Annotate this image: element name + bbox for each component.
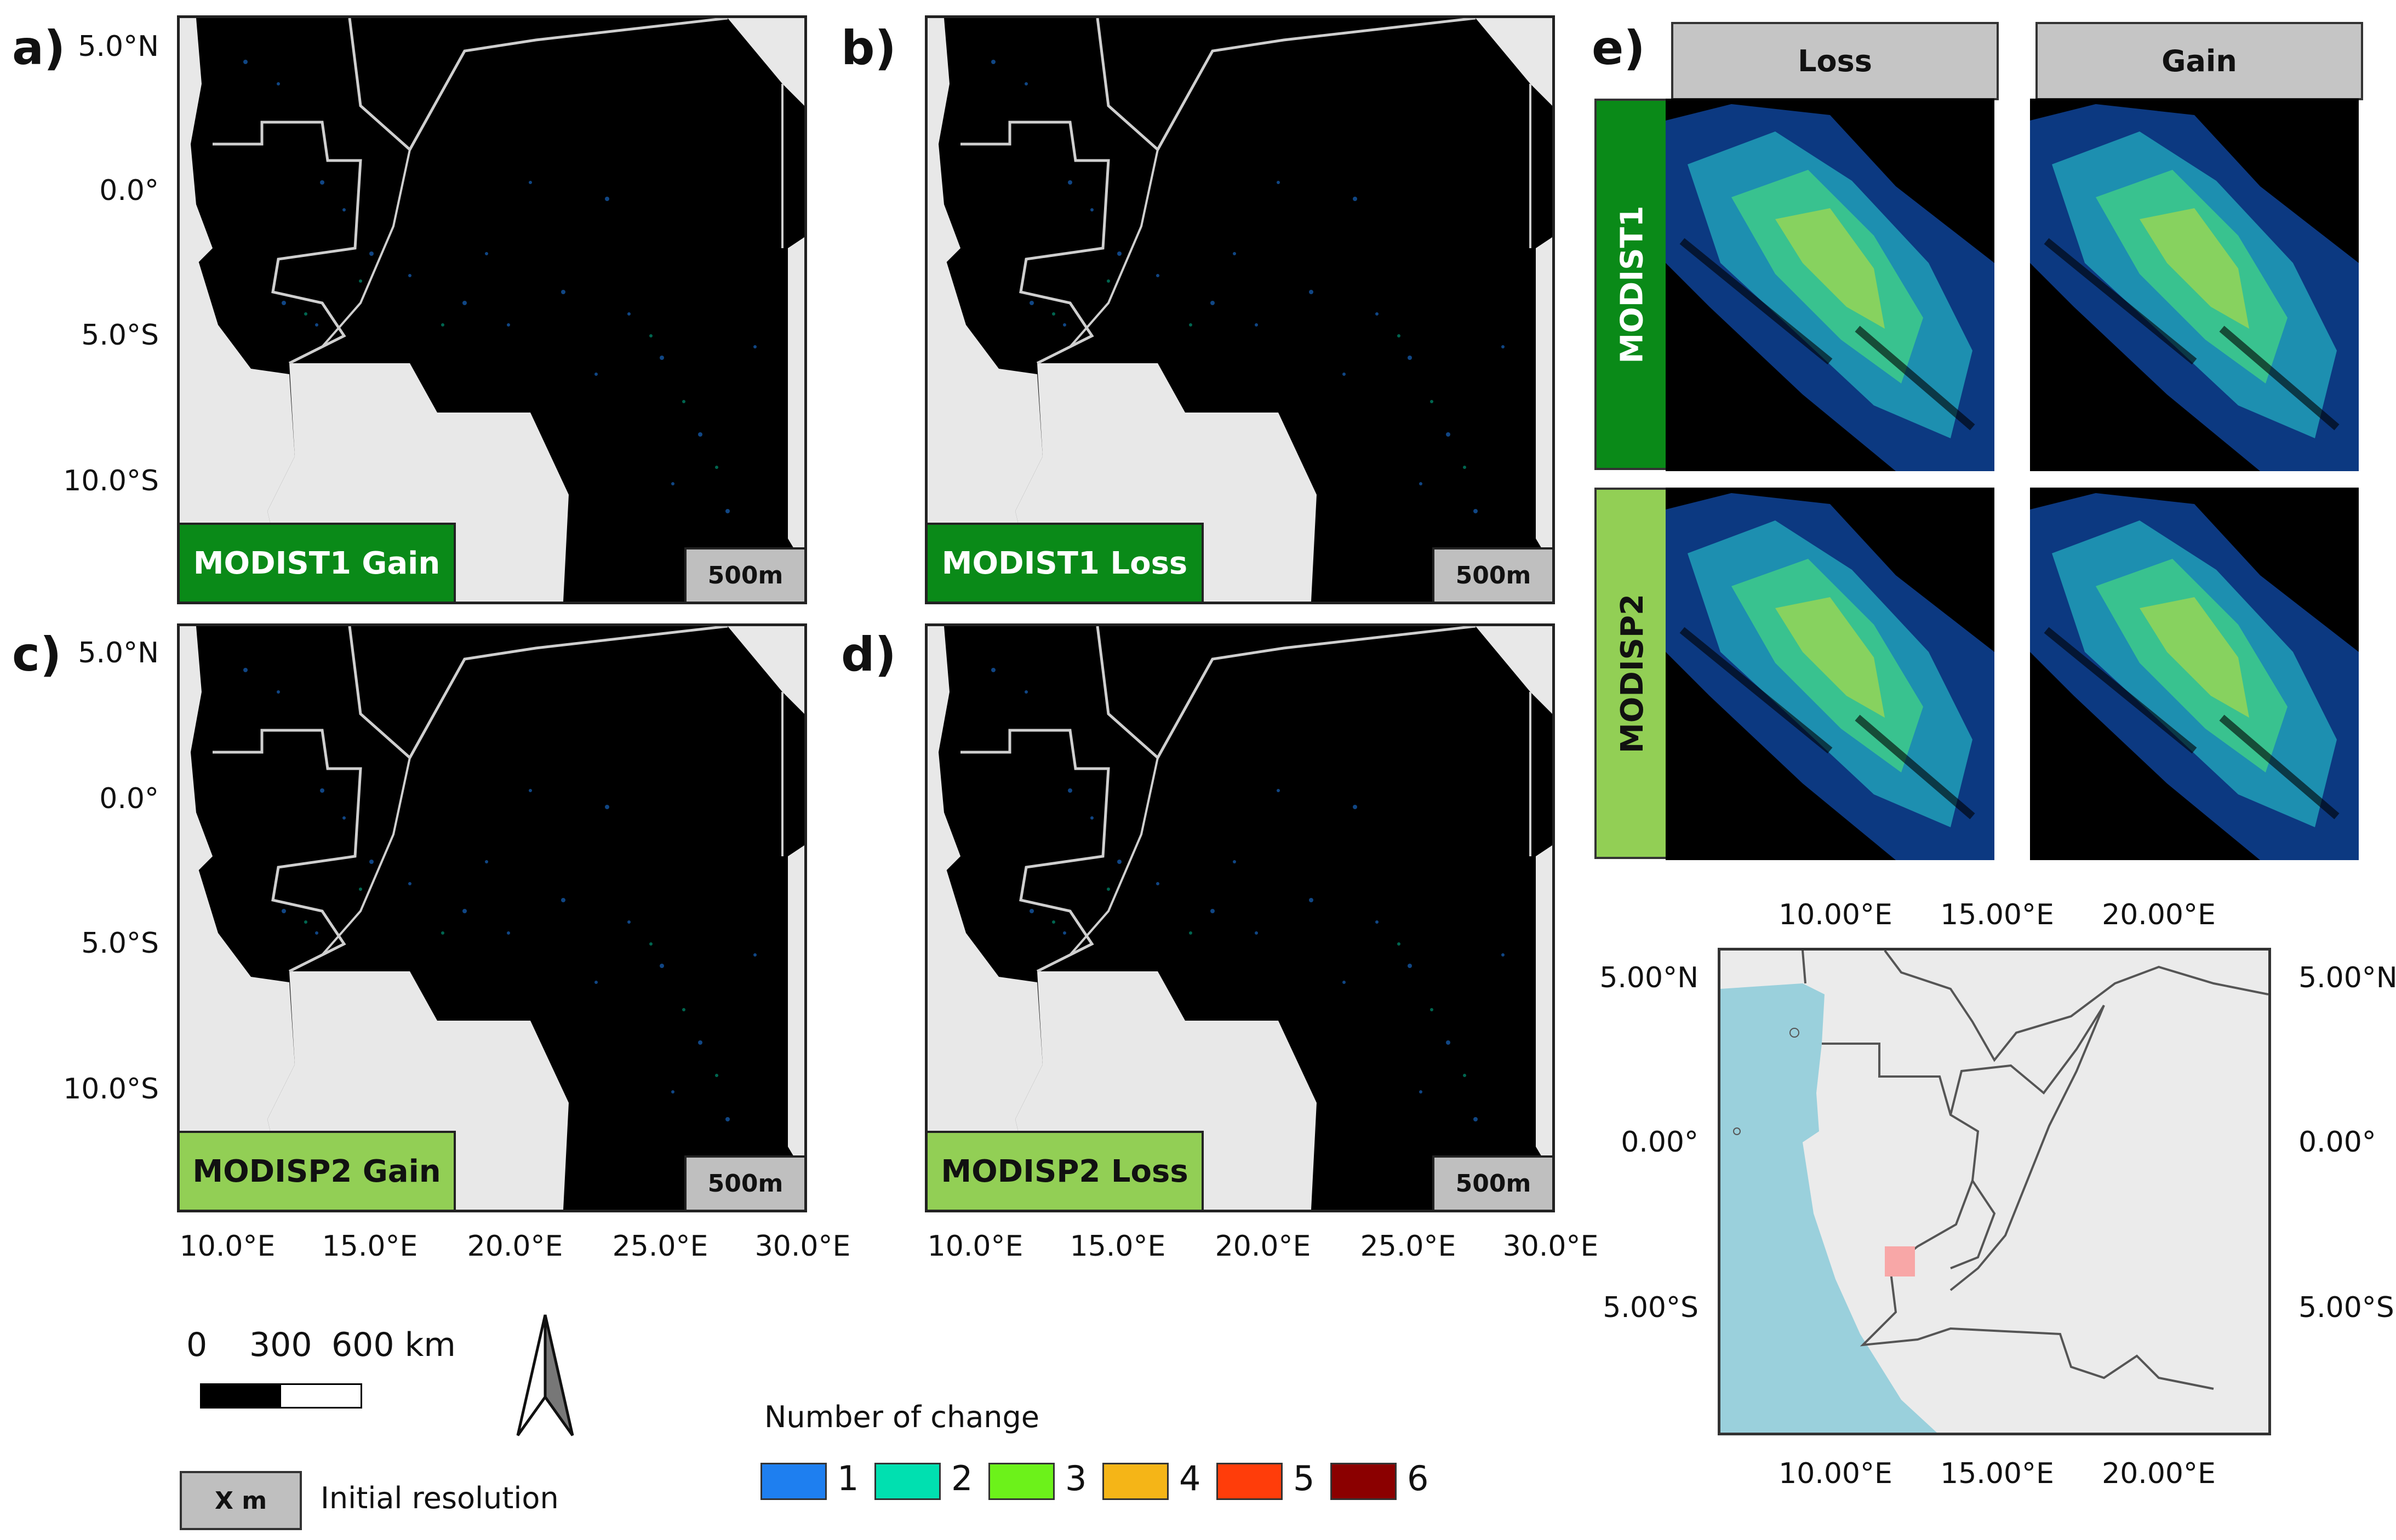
thumb-raster bbox=[2030, 99, 2359, 471]
panel-letter-d: d) bbox=[841, 627, 896, 682]
locator-right-tick: 5.00°S bbox=[2298, 1291, 2394, 1324]
thumb-modisp2-gain bbox=[2030, 488, 2359, 860]
legend-swatch-5 bbox=[1216, 1463, 1283, 1500]
lon-tick: 10.0°E bbox=[179, 1230, 276, 1263]
raster-map bbox=[180, 18, 804, 602]
resolution-legend-box: X m bbox=[180, 1471, 302, 1530]
column-header-loss: Loss bbox=[1671, 22, 1999, 100]
thumb-modist1-gain bbox=[2030, 99, 2359, 471]
panel-letter-e: e) bbox=[1592, 21, 1645, 76]
thumb-raster bbox=[1666, 488, 1994, 860]
legend-label: 3 bbox=[1065, 1458, 1087, 1498]
thumb-modist1-loss bbox=[1666, 99, 1994, 471]
lat-tick: 5.0°S bbox=[81, 927, 159, 960]
raster-map bbox=[180, 626, 804, 1210]
map-panel-d: MODISP2 Loss 500m bbox=[925, 623, 1555, 1212]
locator-top-tick: 10.00°E bbox=[1779, 898, 1892, 931]
scalebar-label: 600 km bbox=[331, 1326, 456, 1364]
locator-bottom-tick: 20.00°E bbox=[2102, 1457, 2216, 1490]
thumb-modisp2-loss bbox=[1666, 488, 1994, 860]
lon-tick: 25.0°E bbox=[1360, 1230, 1456, 1263]
panel-letter-c: c) bbox=[12, 627, 62, 682]
dataset-tag: MODIST1 Gain bbox=[180, 523, 456, 602]
locator-top-tick: 15.00°E bbox=[1940, 898, 2054, 931]
lat-tick: 0.0° bbox=[99, 174, 159, 207]
lon-tick: 20.0°E bbox=[467, 1230, 563, 1263]
legend-label: 1 bbox=[837, 1458, 859, 1498]
scalebar-label: 300 bbox=[249, 1326, 312, 1364]
change-legend: 1 2 3 4 5 6 bbox=[760, 1458, 1445, 1518]
row-header-modisp2: MODISP2 bbox=[1594, 488, 1670, 859]
locator-bottom-tick: 10.00°E bbox=[1779, 1457, 1892, 1490]
panel-letter-b: b) bbox=[841, 21, 896, 76]
locator-map bbox=[1718, 948, 2271, 1435]
study-area-box bbox=[1885, 1246, 1915, 1276]
change-legend-title: Number of change bbox=[764, 1400, 1040, 1434]
raster-map bbox=[928, 18, 1552, 602]
dataset-tag: MODIST1 Loss bbox=[928, 523, 1204, 602]
legend-swatch-2 bbox=[874, 1463, 941, 1500]
lon-tick: 30.0°E bbox=[1502, 1230, 1599, 1263]
legend-label: 4 bbox=[1179, 1458, 1201, 1498]
locator-right-tick: 5.00°N bbox=[2298, 961, 2396, 994]
thumb-raster bbox=[1666, 99, 1994, 471]
resolution-badge: 500m bbox=[684, 1155, 804, 1210]
legend-swatch-4 bbox=[1102, 1463, 1169, 1500]
scalebar-dark-segment bbox=[200, 1383, 283, 1409]
column-header-gain: Gain bbox=[2035, 22, 2363, 100]
row-header-label: MODIST1 bbox=[1614, 205, 1650, 364]
resolution-legend-label: Initial resolution bbox=[321, 1481, 559, 1515]
ocean-area bbox=[1720, 983, 1937, 1433]
north-arrow-icon bbox=[516, 1314, 574, 1436]
lat-tick: 5.0°S bbox=[81, 319, 159, 352]
resolution-badge: 500m bbox=[1432, 1155, 1552, 1210]
lon-tick: 15.0°E bbox=[322, 1230, 418, 1263]
locator-right-tick: 0.00° bbox=[2298, 1126, 2376, 1159]
map-panel-c: MODISP2 Gain 500m bbox=[177, 623, 807, 1212]
legend-swatch-1 bbox=[760, 1463, 827, 1500]
lon-tick: 15.0°E bbox=[1070, 1230, 1166, 1263]
legend-label: 2 bbox=[951, 1458, 973, 1498]
lon-tick: 20.0°E bbox=[1215, 1230, 1311, 1263]
lat-tick: 5.0°N bbox=[78, 30, 159, 63]
lon-tick: 25.0°E bbox=[612, 1230, 708, 1263]
locator-left-tick: 0.00° bbox=[1621, 1126, 1699, 1159]
lat-tick: 5.0°N bbox=[78, 637, 159, 669]
lat-tick: 10.0°S bbox=[63, 465, 159, 497]
lon-tick: 30.0°E bbox=[754, 1230, 851, 1263]
scalebar-label: 0 bbox=[186, 1326, 208, 1364]
row-header-label: MODISP2 bbox=[1614, 593, 1650, 753]
scalebar: 0 300 600 km bbox=[186, 1326, 471, 1413]
raster-map bbox=[928, 626, 1552, 1210]
legend-label: 5 bbox=[1293, 1458, 1315, 1498]
locator-left-tick: 5.00°S bbox=[1603, 1291, 1699, 1324]
thumb-raster bbox=[2030, 488, 2359, 860]
locator-svg bbox=[1720, 951, 2268, 1433]
lon-tick: 10.0°E bbox=[927, 1230, 1023, 1263]
locator-bottom-tick: 15.00°E bbox=[1940, 1457, 2054, 1490]
panel-letter-a: a) bbox=[12, 21, 66, 76]
locator-left-tick: 5.00°N bbox=[1599, 961, 1699, 994]
resolution-badge: 500m bbox=[1432, 547, 1552, 602]
locator-top-tick: 20.00°E bbox=[2102, 898, 2216, 931]
scalebar-light-segment bbox=[279, 1383, 362, 1409]
dataset-tag: MODISP2 Loss bbox=[928, 1131, 1204, 1210]
map-panel-a: MODIST1 Gain 500m bbox=[177, 15, 807, 604]
map-panel-b: MODIST1 Loss 500m bbox=[925, 15, 1555, 604]
lat-tick: 10.0°S bbox=[63, 1073, 159, 1106]
row-header-modist1: MODIST1 bbox=[1594, 99, 1670, 470]
resolution-badge: 500m bbox=[684, 547, 804, 602]
legend-label: 6 bbox=[1407, 1458, 1429, 1498]
legend-swatch-6 bbox=[1330, 1463, 1397, 1500]
dataset-tag: MODISP2 Gain bbox=[180, 1131, 456, 1210]
lat-tick: 0.0° bbox=[99, 782, 159, 815]
legend-swatch-3 bbox=[988, 1463, 1055, 1500]
